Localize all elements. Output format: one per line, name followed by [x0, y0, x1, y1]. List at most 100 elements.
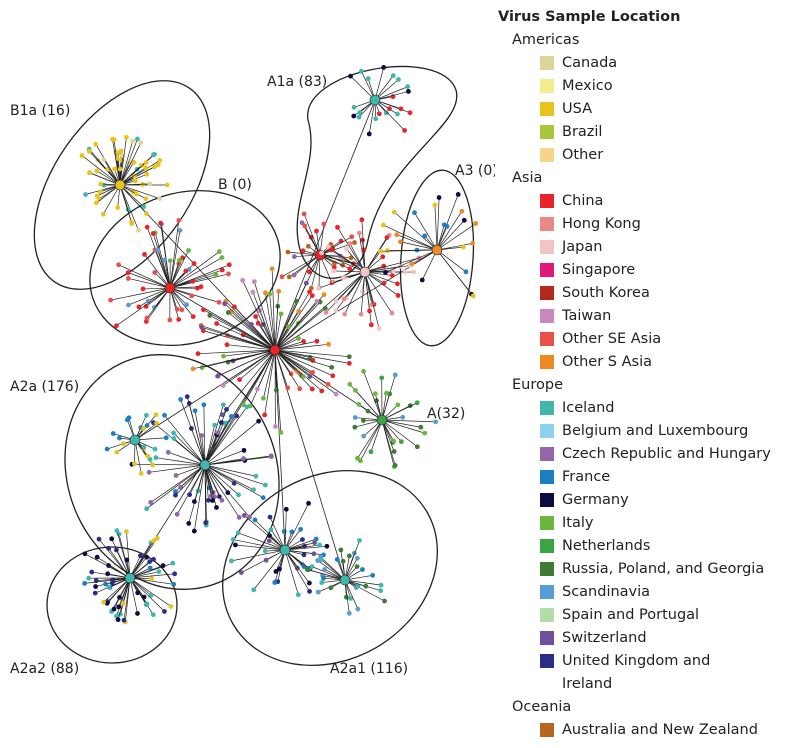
node: [138, 140, 144, 146]
node: [121, 617, 127, 623]
node: [135, 611, 140, 616]
edge: [169, 287, 194, 317]
node: [153, 412, 159, 418]
edge: [265, 292, 270, 316]
legend-swatch: [540, 102, 554, 116]
node: [228, 413, 234, 419]
node: [162, 412, 167, 418]
edge: [169, 220, 180, 289]
node: [422, 233, 428, 239]
edge: [169, 250, 189, 289]
edge: [404, 234, 438, 251]
node: [144, 315, 150, 321]
node: [319, 388, 325, 394]
node: [262, 412, 268, 418]
legend-swatch: [540, 332, 554, 346]
node: [384, 248, 390, 253]
node: [325, 244, 331, 250]
edge: [307, 343, 329, 347]
node: [347, 266, 353, 272]
node: [192, 408, 198, 414]
node: [368, 322, 374, 328]
edge: [335, 271, 366, 302]
legend-swatch: [540, 654, 554, 668]
edge: [198, 432, 206, 466]
node: [183, 268, 189, 274]
node: [334, 557, 340, 562]
edge: [169, 273, 229, 289]
node: [168, 604, 174, 609]
node: [279, 274, 285, 280]
edge: [421, 249, 438, 281]
node: [225, 310, 231, 315]
node: [341, 275, 346, 281]
node: [352, 424, 358, 430]
node: [414, 444, 420, 450]
node: [206, 497, 211, 503]
edge: [370, 419, 383, 452]
node: [94, 200, 99, 206]
node: [455, 192, 461, 197]
edge: [204, 428, 217, 466]
edge: [274, 271, 366, 351]
edge: [233, 539, 286, 551]
node: [186, 248, 191, 253]
legend-swatch: [540, 263, 554, 277]
node: [114, 449, 120, 455]
node: [149, 576, 155, 582]
edge: [146, 227, 157, 252]
node: [222, 301, 228, 307]
edge: [373, 305, 380, 329]
edge: [437, 197, 440, 219]
legend-swatch: [540, 355, 554, 369]
node: [199, 324, 205, 330]
node: [331, 268, 337, 274]
node: [273, 424, 278, 429]
node: [189, 293, 195, 299]
edge: [274, 349, 333, 377]
edge: [289, 267, 302, 278]
node: [414, 247, 420, 253]
hub: [129, 434, 141, 446]
node: [276, 288, 282, 294]
legend-swatch: [540, 608, 554, 622]
node: [444, 223, 450, 229]
edge: [319, 357, 350, 364]
node: [116, 262, 122, 268]
hub: [114, 179, 126, 191]
node: [411, 269, 417, 275]
node: [144, 506, 150, 512]
edge: [134, 439, 142, 474]
edge: [361, 219, 366, 273]
node: [356, 230, 362, 236]
node: [191, 528, 197, 534]
node: [120, 441, 126, 447]
legend-label: Brazil: [562, 124, 603, 140]
node: [190, 314, 196, 320]
edge: [204, 464, 256, 477]
node: [219, 267, 225, 273]
edge: [129, 565, 164, 579]
node: [152, 270, 158, 275]
node: [150, 612, 156, 618]
legend-label: Germany: [562, 492, 629, 508]
node: [406, 89, 411, 94]
edge: [190, 425, 206, 466]
edge: [113, 577, 131, 610]
legend-item: Germany: [498, 489, 798, 512]
node: [380, 222, 386, 228]
node: [241, 447, 247, 453]
legend-swatch: [540, 493, 554, 507]
legend-item: Taiwan: [498, 305, 798, 328]
node: [94, 554, 100, 560]
node: [110, 431, 116, 436]
edge: [285, 509, 287, 526]
node: [312, 540, 318, 546]
node: [170, 560, 176, 566]
edge: [217, 409, 227, 432]
cluster-label: A2a2 (88): [10, 661, 79, 677]
node: [231, 480, 237, 486]
node: [145, 453, 151, 459]
edge: [164, 415, 206, 466]
edge: [144, 254, 171, 289]
